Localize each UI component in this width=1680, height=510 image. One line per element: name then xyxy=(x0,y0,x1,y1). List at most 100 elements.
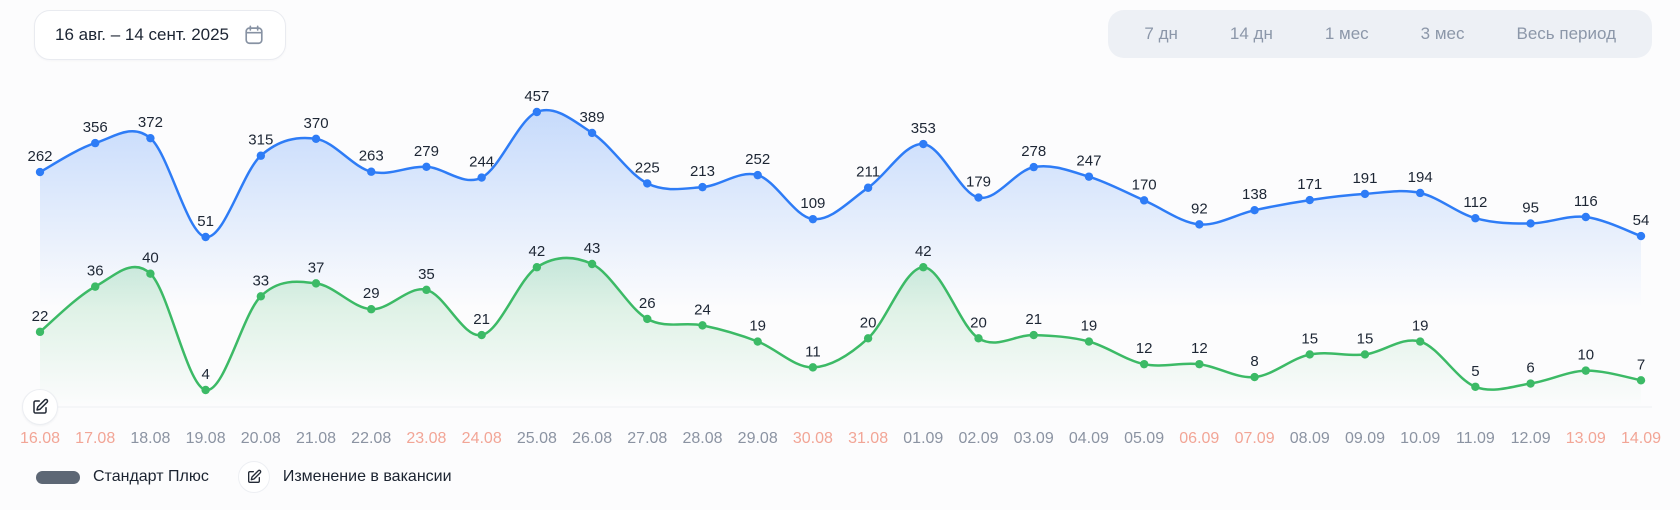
series-blue-point[interactable] xyxy=(1139,196,1149,205)
data-point-label: 262 xyxy=(27,148,52,165)
data-point-label: 20 xyxy=(970,314,987,331)
series-blue-point[interactable] xyxy=(1471,214,1480,223)
series-blue-point[interactable] xyxy=(698,182,707,192)
data-point-label: 356 xyxy=(83,119,108,136)
series-blue-point[interactable] xyxy=(1195,220,1204,229)
data-point-label: 389 xyxy=(580,109,605,126)
series-blue-point[interactable] xyxy=(919,139,928,149)
x-axis-label: 14.09 xyxy=(1621,430,1661,447)
data-point-label: 353 xyxy=(911,120,936,137)
series-green-point[interactable] xyxy=(808,363,818,372)
series-green-point[interactable] xyxy=(367,305,376,314)
data-point-label: 24 xyxy=(694,301,711,318)
series-green-point[interactable] xyxy=(643,314,652,324)
series-green-point[interactable] xyxy=(698,321,707,330)
x-axis-label: 12.09 xyxy=(1511,430,1551,447)
series-green-point[interactable] xyxy=(1305,350,1314,359)
data-point-label: 35 xyxy=(418,266,435,283)
series-green-point[interactable] xyxy=(587,259,597,269)
data-point-label: 5 xyxy=(1471,363,1479,380)
series-blue-point[interactable] xyxy=(753,170,762,180)
series-blue-point[interactable] xyxy=(532,107,542,117)
calendar-icon xyxy=(243,24,265,46)
series-blue-point[interactable] xyxy=(1250,206,1259,215)
series-blue-point[interactable] xyxy=(477,173,486,182)
x-axis-label: 30.08 xyxy=(793,430,833,447)
legend: Стандарт Плюс Изменение в вакансии xyxy=(36,461,452,493)
series-blue-point[interactable] xyxy=(35,167,45,177)
data-point-label: 138 xyxy=(1242,186,1267,203)
series-green-point[interactable] xyxy=(201,385,210,395)
series-blue-point[interactable] xyxy=(1581,212,1590,222)
series-green-point[interactable] xyxy=(1029,330,1038,340)
series-blue-point[interactable] xyxy=(1305,195,1314,205)
series-blue-point[interactable] xyxy=(256,151,266,160)
series-green-point[interactable] xyxy=(422,285,431,295)
period-14d-button[interactable]: 14 дн xyxy=(1204,14,1299,54)
x-axis-label: 26.08 xyxy=(572,430,612,447)
series-blue-point[interactable] xyxy=(587,128,597,138)
series-green-point[interactable] xyxy=(146,269,155,278)
series-green-point[interactable] xyxy=(477,330,486,340)
series-green-point[interactable] xyxy=(1195,359,1204,369)
series-blue-point[interactable] xyxy=(201,232,210,242)
period-1m-button[interactable]: 1 мес xyxy=(1299,14,1395,54)
series-blue-point[interactable] xyxy=(1526,219,1535,228)
series-green-point[interactable] xyxy=(35,327,45,337)
series-green-point[interactable] xyxy=(1636,376,1646,385)
series-blue-point[interactable] xyxy=(146,133,155,143)
x-axis-label: 07.09 xyxy=(1235,430,1275,447)
series-blue-point[interactable] xyxy=(643,179,652,188)
series-green-point[interactable] xyxy=(91,282,100,291)
series-blue-point[interactable] xyxy=(91,138,100,148)
vacancy-change-marker[interactable] xyxy=(22,389,58,425)
x-axis-label: 10.09 xyxy=(1400,430,1440,447)
data-point-label: 116 xyxy=(1574,193,1598,210)
data-point-label: 372 xyxy=(138,114,163,131)
data-point-label: 37 xyxy=(308,259,325,276)
series-green-point[interactable] xyxy=(1581,366,1590,375)
data-point-label: 191 xyxy=(1352,170,1377,187)
series-green-point[interactable] xyxy=(1250,372,1259,382)
series-green-point[interactable] xyxy=(1471,382,1480,391)
data-point-label: 315 xyxy=(248,132,273,149)
series-green-point[interactable] xyxy=(311,279,321,288)
series-blue-point[interactable] xyxy=(422,162,431,172)
x-axis-label: 09.09 xyxy=(1345,430,1385,447)
series-green-point[interactable] xyxy=(753,337,762,346)
period-7d-button[interactable]: 7 дн xyxy=(1118,14,1204,54)
series-green-point[interactable] xyxy=(974,334,983,343)
edit-icon xyxy=(33,398,49,414)
data-point-label: 170 xyxy=(1132,176,1157,193)
series-blue-point[interactable] xyxy=(1360,189,1370,199)
series-blue-point[interactable] xyxy=(1084,172,1094,181)
series-blue-point[interactable] xyxy=(1636,231,1646,241)
series-green-point[interactable] xyxy=(1360,350,1370,359)
legend-label-standard-plus: Стандарт Плюс xyxy=(93,468,209,485)
series-blue-point[interactable] xyxy=(311,134,321,143)
period-3m-button[interactable]: 3 мес xyxy=(1395,14,1491,54)
data-point-label: 92 xyxy=(1191,200,1208,217)
data-point-label: 194 xyxy=(1408,169,1433,186)
series-blue-point[interactable] xyxy=(974,193,983,202)
series-green-point[interactable] xyxy=(919,263,928,272)
data-point-label: 20 xyxy=(860,314,877,331)
series-green-point[interactable] xyxy=(1526,379,1535,388)
series-blue-point[interactable] xyxy=(1029,162,1038,172)
date-range-picker[interactable]: 16 авг. – 14 сент. 2025 xyxy=(34,10,287,60)
series-blue-point[interactable] xyxy=(367,167,376,176)
series-green-point[interactable] xyxy=(863,334,873,343)
series-green-point[interactable] xyxy=(532,263,542,272)
period-selector: 7 дн 14 дн 1 мес 3 мес Весь период xyxy=(1108,10,1652,58)
series-green-point[interactable] xyxy=(256,292,266,301)
period-all-button[interactable]: Весь период xyxy=(1491,14,1643,54)
series-green-point[interactable] xyxy=(1084,337,1094,346)
series-green-point[interactable] xyxy=(1415,337,1425,346)
series-blue-point[interactable] xyxy=(863,183,873,192)
data-point-label: 42 xyxy=(529,243,546,260)
data-point-label: 278 xyxy=(1021,143,1046,160)
series-blue-point[interactable] xyxy=(808,214,818,224)
series-blue-point[interactable] xyxy=(1415,188,1425,198)
data-point-label: 21 xyxy=(473,311,490,328)
series-green-point[interactable] xyxy=(1139,359,1149,369)
